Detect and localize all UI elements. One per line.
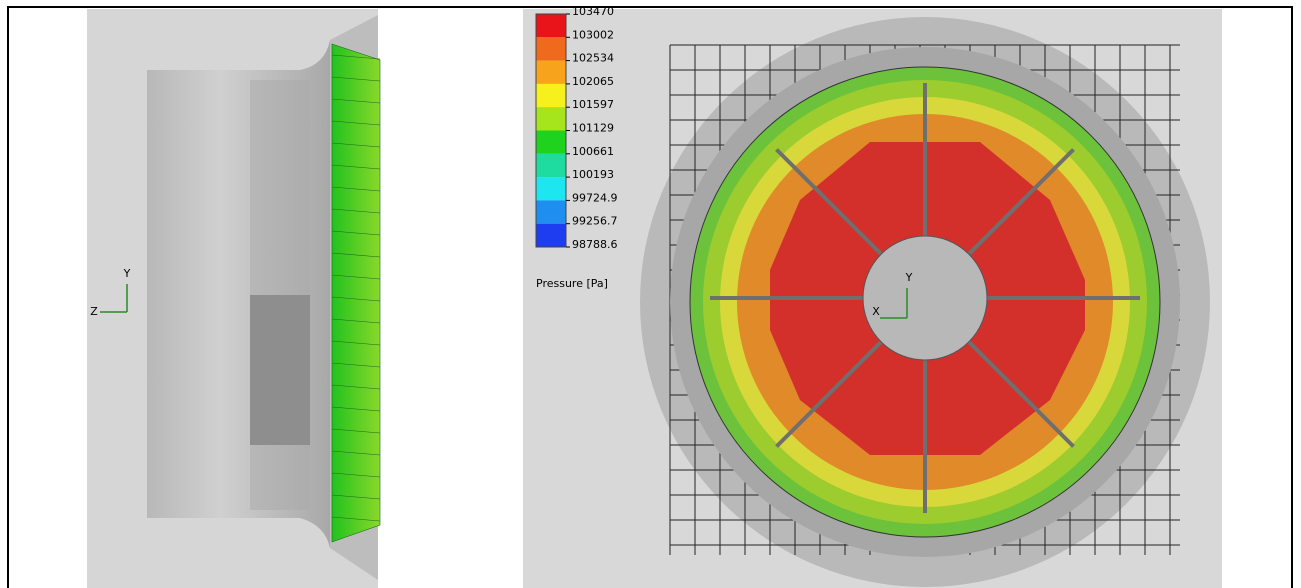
legend-swatch	[536, 37, 566, 60]
legend-swatch	[536, 84, 566, 107]
legend-swatch	[536, 200, 566, 223]
triad-label: X	[872, 305, 880, 318]
legend-label: 101129	[572, 122, 614, 135]
triad-label: Z	[90, 305, 98, 318]
legend-label: 100193	[572, 168, 614, 181]
legend-label: 99724.9	[572, 191, 618, 204]
triad-label: Y	[123, 267, 131, 280]
legend-label: 101597	[572, 98, 614, 111]
legend-label: 98788.6	[572, 238, 618, 251]
legend-swatch	[536, 61, 566, 84]
legend-label: 103002	[572, 28, 614, 41]
screenshot: Y Z Y X 103470 103002 102534 102065 101597 10…	[0, 0, 1301, 588]
legend-swatch	[536, 177, 566, 200]
legend-swatch	[536, 154, 566, 177]
inner-shadow	[250, 295, 310, 445]
legend-swatch	[536, 107, 566, 130]
pressure-strip	[332, 44, 380, 542]
hub	[863, 236, 987, 360]
legend-label: 100661	[572, 145, 614, 158]
legend-label: 99256.7	[572, 215, 618, 228]
legend-swatch	[536, 224, 566, 247]
legend-label: 103470	[572, 5, 614, 18]
right-view: Y X 103470 103002 102534 102065 101597 101129…	[523, 5, 1222, 588]
legend-title: Pressure [Pa]	[536, 277, 608, 290]
left-view: Y Z	[87, 9, 380, 588]
legend-swatch	[536, 14, 566, 37]
triad-label: Y	[905, 271, 913, 284]
legend-label: 102065	[572, 75, 614, 88]
legend-label: 102534	[572, 52, 614, 65]
legend-swatch	[536, 131, 566, 154]
